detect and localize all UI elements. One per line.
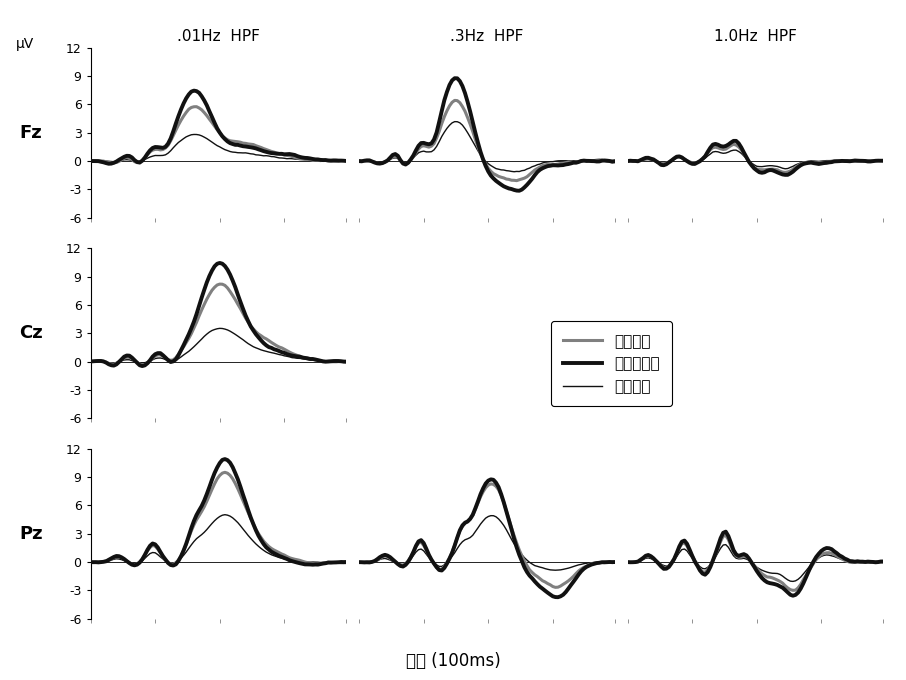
Legend: 목표자극, 비목표자극, 표준자극: 목표자극, 비목표자극, 표준자극 [551,322,671,406]
Title: .01Hz  HPF: .01Hz HPF [177,29,260,44]
Y-axis label: Fz: Fz [20,124,43,141]
Y-axis label: Cz: Cz [19,324,43,342]
Y-axis label: Pz: Pz [19,525,43,543]
Title: 1.0Hz  HPF: 1.0Hz HPF [714,29,797,44]
Text: 시간 (100ms): 시간 (100ms) [406,652,500,670]
Text: μV: μV [15,37,34,52]
Title: .3Hz  HPF: .3Hz HPF [450,29,524,44]
